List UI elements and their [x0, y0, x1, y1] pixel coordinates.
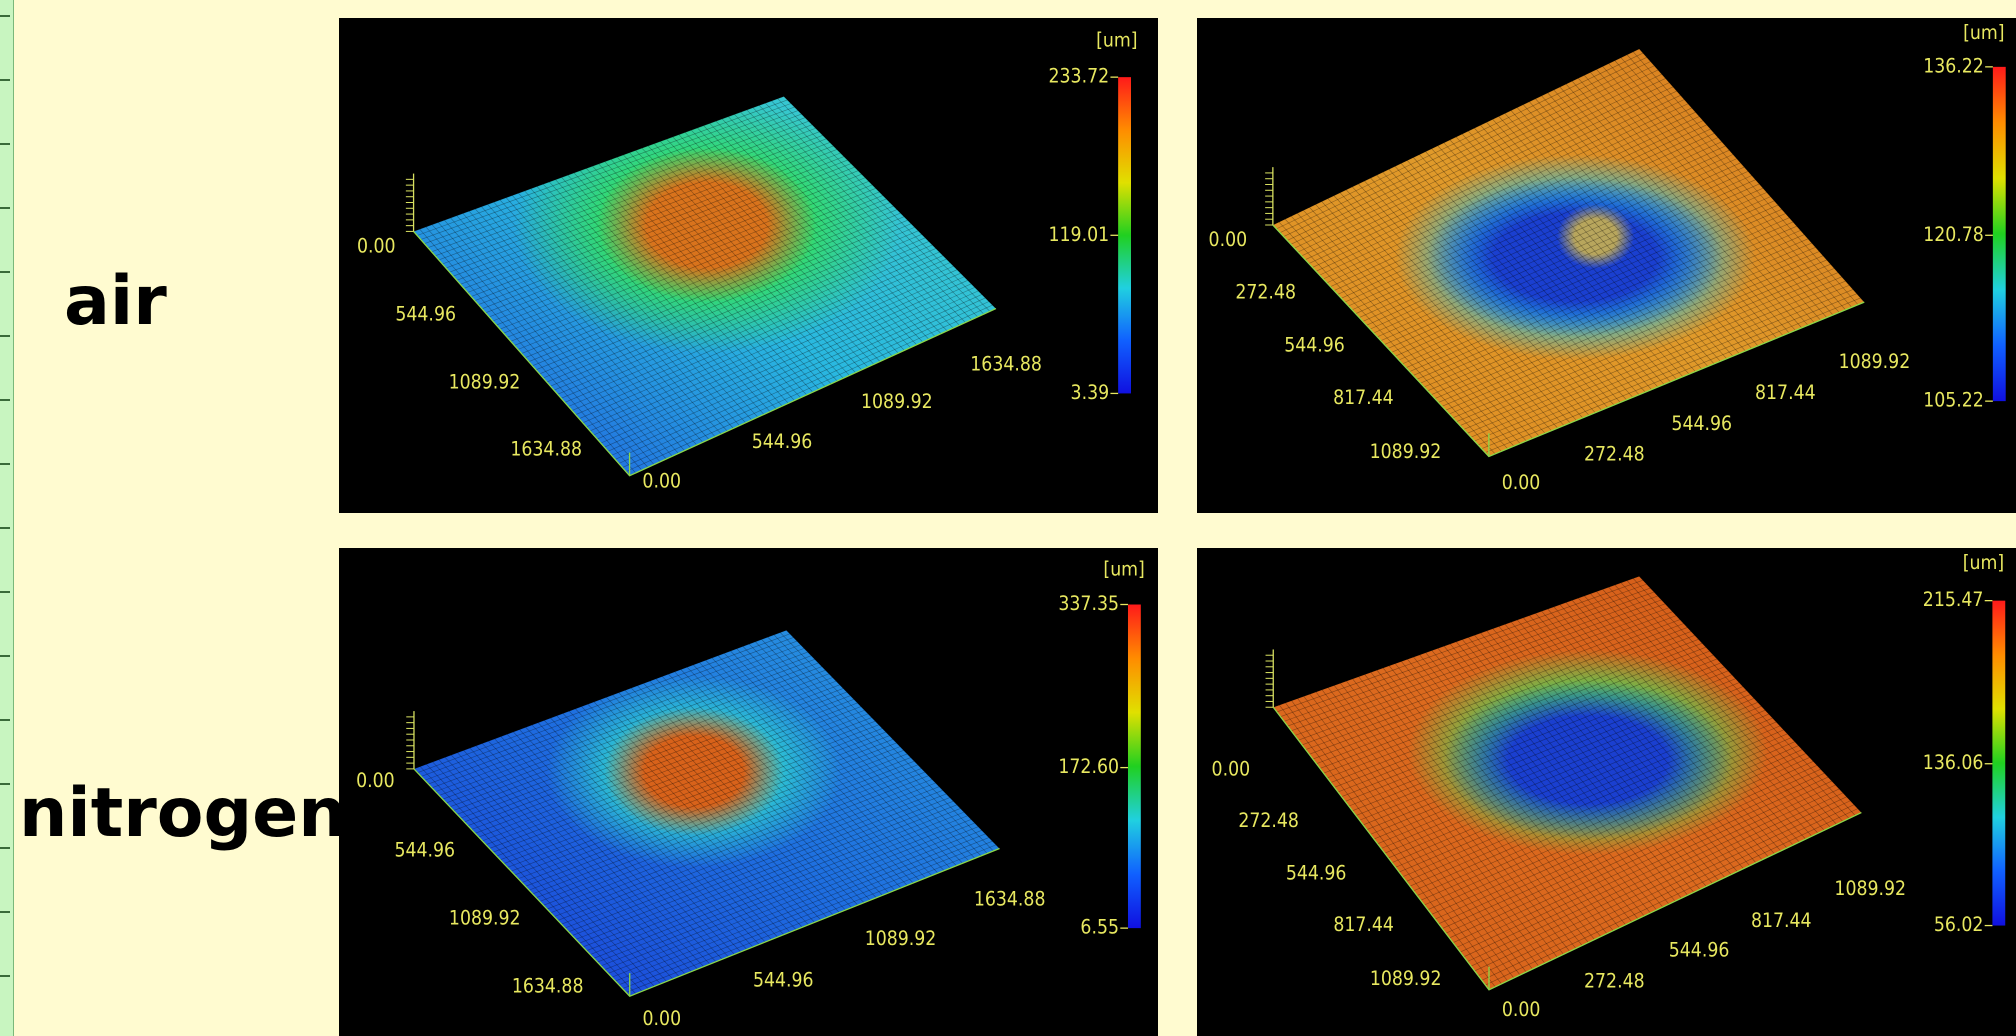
strip-tick [0, 911, 10, 913]
x-tick-label: 272.48 [1584, 443, 1645, 466]
side-strip [0, 0, 14, 1036]
strip-tick [0, 79, 10, 81]
strip-tick [0, 207, 10, 209]
x-tick-label: 0.00 [642, 470, 681, 493]
x-tick-label: 1089.92 [865, 927, 937, 950]
x-tick-label: 272.48 [1584, 970, 1645, 993]
z-tick-label: 0.00 [356, 769, 395, 792]
z-tick-label: 0.00 [1212, 758, 1251, 781]
unit-label: [um] [1103, 557, 1144, 580]
x-tick-label: 0.00 [1502, 471, 1541, 494]
y-tick-label: 1634.88 [512, 975, 584, 998]
x-tick-label: 1089.92 [1839, 350, 1911, 373]
colorbar-label: 337.35 [1058, 592, 1119, 615]
strip-tick [0, 719, 10, 721]
x-tick-label: 0.00 [643, 1007, 682, 1030]
colorbar [1992, 601, 2005, 926]
y-tick-label: 1089.92 [449, 907, 521, 930]
x-tick-label: 1634.88 [970, 353, 1042, 376]
colorbar-label: 172.60 [1058, 755, 1119, 778]
x-tick-label: 817.44 [1755, 381, 1816, 404]
strip-tick [0, 271, 10, 273]
colorbar-label: 233.72 [1049, 65, 1110, 88]
z-tick-label: 0.00 [1209, 228, 1248, 251]
colorbar [1128, 605, 1141, 929]
x-tick-label: 1089.92 [1834, 877, 1906, 900]
colorbar-label: 136.22 [1923, 54, 1984, 77]
strip-tick [0, 655, 10, 657]
z-tick-label: 0.00 [357, 234, 396, 257]
y-tick-label: 817.44 [1333, 386, 1394, 409]
y-tick-label: 544.96 [395, 303, 456, 326]
y-tick-label: 1634.88 [510, 438, 582, 461]
x-tick-label: 544.96 [1669, 939, 1730, 962]
strip-tick [0, 143, 10, 145]
colorbar-label: 56.02 [1934, 913, 1984, 936]
surface-plot: 136.22 120.78 105.22 [um] 0.00 272.48 544.96 81… [1197, 18, 2016, 513]
surface-plot: 233.72 119.01 3.39 [um] 0.00 544.96 1089.92 163… [339, 18, 1158, 513]
strip-tick [0, 399, 10, 401]
x-tick-label: 544.96 [753, 968, 814, 991]
y-tick-label: 544.96 [1286, 862, 1347, 885]
strip-tick [0, 783, 10, 785]
colorbar-label: 6.55 [1080, 916, 1119, 939]
strip-tick [0, 591, 10, 593]
colorbar-label: 3.39 [1071, 381, 1110, 404]
strip-tick [0, 463, 10, 465]
row-label: air [64, 268, 167, 336]
colorbar-label: 119.01 [1049, 223, 1110, 246]
y-tick-label: 1089.92 [1370, 967, 1442, 990]
strip-tick [0, 335, 10, 337]
colorbar-label: 120.78 [1923, 223, 1984, 246]
row-label: nitrogen [19, 780, 347, 848]
y-tick-label: 817.44 [1333, 913, 1394, 936]
x-tick-label: 0.00 [1502, 998, 1541, 1021]
surface [414, 96, 996, 475]
unit-label: [um] [1963, 21, 2004, 44]
strip-tick [0, 847, 10, 849]
surface-plot: 215.47 136.06 56.02 [um] 0.00 272.48 544.96 817… [1197, 548, 2016, 1036]
y-tick-label: 544.96 [394, 839, 455, 862]
strip-tick [0, 15, 10, 17]
unit-label: [um] [1963, 551, 2004, 574]
colorbar-label: 105.22 [1923, 389, 1984, 412]
strip-tick [0, 527, 10, 529]
y-tick-label: 1089.92 [449, 371, 521, 394]
colorbar-label: 136.06 [1923, 751, 1984, 774]
x-tick-label: 1634.88 [974, 887, 1046, 910]
y-tick-label: 544.96 [1284, 333, 1345, 356]
strip-tick [0, 975, 10, 977]
x-tick-label: 544.96 [1671, 412, 1732, 435]
y-tick-label: 272.48 [1238, 809, 1299, 832]
colorbar [1993, 67, 2006, 401]
x-tick-label: 544.96 [752, 430, 813, 453]
x-tick-label: 1089.92 [861, 390, 933, 413]
y-tick-label: 1089.92 [1370, 440, 1442, 463]
unit-label: [um] [1096, 29, 1137, 52]
page: air nitrogen 233.72 119.01 3.39 [um] 0.00 544… [0, 0, 2016, 1036]
colorbar-label: 215.47 [1923, 588, 1984, 611]
surface-plot: 337.35 172.60 6.55 [um] 0.00 544.96 1089.92 163… [339, 548, 1158, 1036]
y-tick-label: 272.48 [1235, 281, 1296, 304]
colorbar [1118, 77, 1131, 393]
x-tick-label: 817.44 [1751, 909, 1812, 932]
